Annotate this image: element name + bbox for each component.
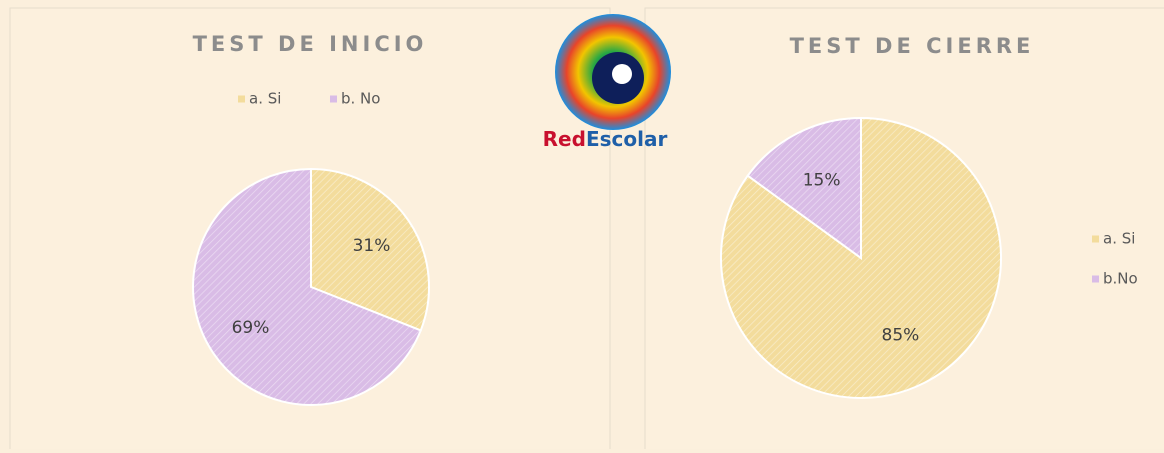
logo-text-escolar: Escolar <box>586 127 668 151</box>
data-label: 31% <box>353 236 391 256</box>
pie-slice <box>310 167 430 332</box>
legend-label: b.No <box>1103 270 1138 288</box>
logo-mark <box>612 64 632 84</box>
legend-label: a. Si <box>1103 230 1135 248</box>
pie-slice <box>192 167 423 406</box>
legend-swatch <box>1092 275 1099 283</box>
logo: RedEscolar <box>543 14 671 151</box>
data-label: 69% <box>232 318 270 338</box>
logo-text: RedEscolar <box>543 127 668 151</box>
legend-swatch <box>1092 235 1099 243</box>
legend-label: b. No <box>341 90 380 108</box>
data-label: 15% <box>803 171 841 191</box>
legend-swatch <box>238 95 245 103</box>
data-label: 85% <box>882 325 920 345</box>
logo-text-red: Red <box>543 127 586 151</box>
legend-label: a. Si <box>249 90 281 108</box>
pie-slice <box>746 116 862 260</box>
chart-title: TEST DE INICIO <box>193 32 428 56</box>
legend-swatch <box>330 95 337 103</box>
chart-title: TEST DE CIERRE <box>790 34 1035 58</box>
